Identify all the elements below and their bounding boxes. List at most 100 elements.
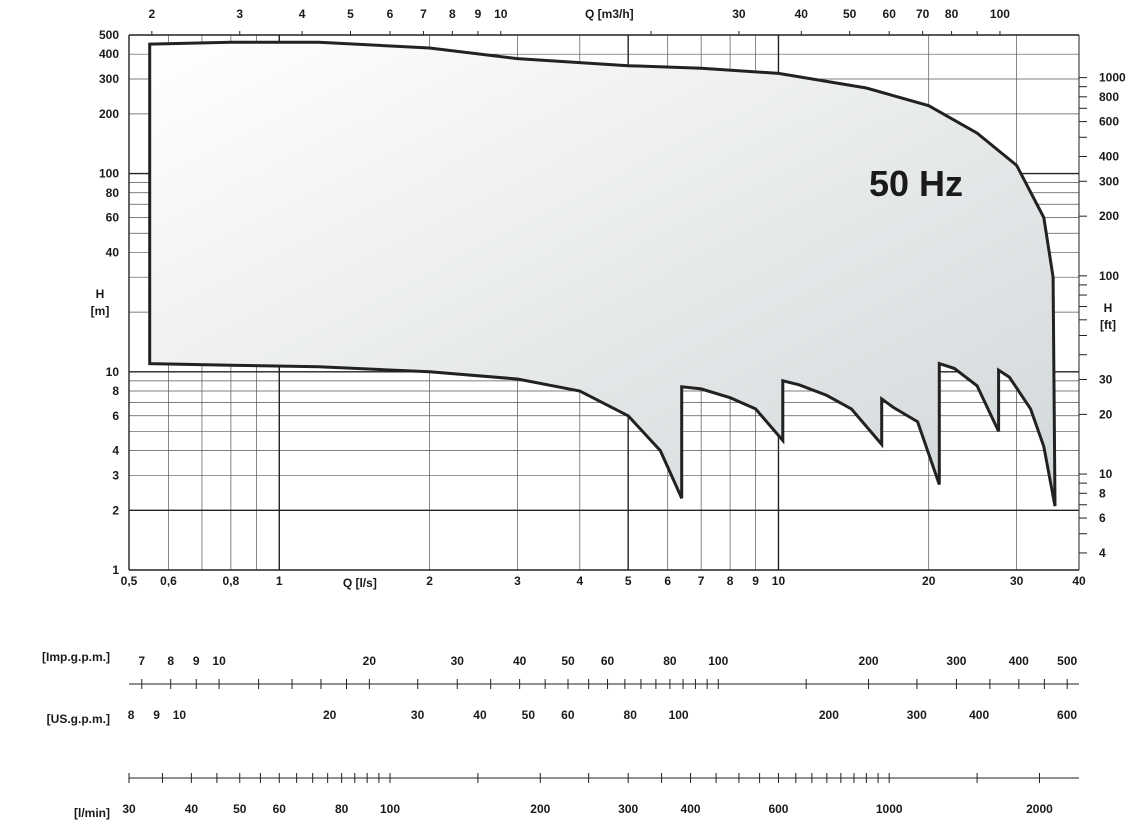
top-tick-label: 9 bbox=[475, 7, 482, 21]
right-tick-label: 4 bbox=[1099, 546, 1106, 560]
x-tick-label: 6 bbox=[664, 574, 671, 588]
right-tick-label: 20 bbox=[1099, 407, 1113, 421]
flow-scale-label: [Imp.g.p.m.] bbox=[42, 650, 110, 664]
flow-scale-tick-label: 50 bbox=[561, 654, 575, 668]
flow-scale-tick-label: 40 bbox=[185, 802, 199, 816]
y-tick-label: 200 bbox=[99, 107, 119, 121]
flow-scale-tick-label: 400 bbox=[681, 802, 701, 816]
right-tick-label: 300 bbox=[1099, 174, 1119, 188]
top-tick-label: 3 bbox=[236, 7, 243, 21]
top-tick-label: 6 bbox=[387, 7, 394, 21]
flow-scale-tick-label: 20 bbox=[323, 708, 337, 722]
y-tick-label: 2 bbox=[112, 503, 119, 517]
flow-scale-tick-label: 300 bbox=[618, 802, 638, 816]
right-tick-label: 1000 bbox=[1099, 71, 1126, 85]
flow-scale-tick-label: 50 bbox=[522, 708, 536, 722]
top-tick-label: 70 bbox=[916, 7, 930, 21]
flow-scale-tick-label: 50 bbox=[233, 802, 247, 816]
flow-scale-tick-label: 20 bbox=[363, 654, 377, 668]
flow-scale-tick-label: 300 bbox=[946, 654, 966, 668]
x-tick-label: 0,8 bbox=[223, 574, 240, 588]
x-tick-label: 10 bbox=[772, 574, 786, 588]
x-tick-label: 20 bbox=[922, 574, 936, 588]
top-tick-label: 60 bbox=[883, 7, 897, 21]
x-tick-label: 0,5 bbox=[121, 574, 138, 588]
top-tick-label: 100 bbox=[990, 7, 1010, 21]
top-tick-label: 5 bbox=[347, 7, 354, 21]
flow-scale-tick-label: 40 bbox=[513, 654, 527, 668]
flow-scale-tick-label: 200 bbox=[530, 802, 550, 816]
top-tick-label: 4 bbox=[299, 7, 306, 21]
right-tick-label: 8 bbox=[1099, 486, 1106, 500]
y-tick-label: 400 bbox=[99, 47, 119, 61]
axes bbox=[128, 31, 1087, 571]
flow-scale-tick-label: 400 bbox=[1009, 654, 1029, 668]
flow-scale-tick-label: 10 bbox=[173, 708, 187, 722]
y-tick-label: 40 bbox=[106, 245, 120, 259]
y-tick-label: 4 bbox=[112, 444, 119, 458]
top-tick-label: 8 bbox=[449, 7, 456, 21]
x-tick-label: 7 bbox=[698, 574, 705, 588]
flow-scale-tick-label: 8 bbox=[167, 654, 174, 668]
x-tick-label: 1 bbox=[276, 574, 283, 588]
flow-scale-tick-label: 80 bbox=[663, 654, 677, 668]
x-tick-label: 9 bbox=[752, 574, 759, 588]
flow-scale-tick-label: 600 bbox=[1057, 708, 1077, 722]
chart-title: 50 Hz bbox=[869, 163, 963, 204]
performance-area bbox=[148, 40, 1057, 507]
x-tick-label: 3 bbox=[514, 574, 521, 588]
right-tick-label: 200 bbox=[1099, 209, 1119, 223]
flow-scale-tick-label: 80 bbox=[624, 708, 638, 722]
x-tick-label: 4 bbox=[576, 574, 583, 588]
flow-scale-tick-label: 600 bbox=[768, 802, 788, 816]
top-axis-label: Q [m3/h] bbox=[585, 7, 634, 21]
top-tick-label: 30 bbox=[732, 7, 746, 21]
flow-scale-tick-label: 100 bbox=[708, 654, 728, 668]
flow-scale-tick-label: 9 bbox=[193, 654, 200, 668]
flow-scale-tick-label: 9 bbox=[153, 708, 160, 722]
x-tick-label: 30 bbox=[1010, 574, 1024, 588]
flow-scale-tick-label: 60 bbox=[273, 802, 287, 816]
flow-scale-tick-label: 30 bbox=[411, 708, 425, 722]
flow-scale-tick-label: 60 bbox=[561, 708, 575, 722]
flow-scale-tick-label: 30 bbox=[122, 802, 136, 816]
y-tick-label: 8 bbox=[112, 384, 119, 398]
y-tick-label: 10 bbox=[106, 365, 120, 379]
flow-scales: [Imp.g.p.m.] 7 8 9 10 20 30 40 50 60 80 100 200 300 40… bbox=[42, 650, 1079, 820]
y-tick-label: 3 bbox=[112, 468, 119, 482]
right-tick-label: 30 bbox=[1099, 372, 1113, 386]
flow-scale-tick-label: 1000 bbox=[876, 802, 903, 816]
axis-labels: 0,5 0,6 0,8 1 2 3 4 5 6 7 8 9 10 20 30 40 1 2 3 4 6 8 10 40 60 80… bbox=[91, 7, 1126, 590]
right-tick-label: 400 bbox=[1099, 149, 1119, 163]
x-tick-label: 40 bbox=[1072, 574, 1086, 588]
x-tick-label: 2 bbox=[426, 574, 433, 588]
y-tick-label: 6 bbox=[112, 409, 119, 423]
flow-scale-tick-label: 30 bbox=[451, 654, 465, 668]
top-tick-label: 10 bbox=[494, 7, 508, 21]
flow-scale-tick-label: 100 bbox=[669, 708, 689, 722]
y-tick-label: 60 bbox=[106, 211, 120, 225]
flow-scale-tick-label: 300 bbox=[907, 708, 927, 722]
y-tick-label: 500 bbox=[99, 28, 119, 42]
flow-scale-tick-label: 40 bbox=[473, 708, 487, 722]
right-tick-label: 100 bbox=[1099, 269, 1119, 283]
right-tick-label: 600 bbox=[1099, 115, 1119, 129]
flow-scale-tick-label: 2000 bbox=[1026, 802, 1053, 816]
flow-scale-tick-label: 500 bbox=[1057, 654, 1077, 668]
flow-scale-tick-label: 200 bbox=[859, 654, 879, 668]
flow-scale-tick-label: 80 bbox=[335, 802, 349, 816]
y-tick-label: 80 bbox=[106, 186, 120, 200]
right-tick-label: 800 bbox=[1099, 90, 1119, 104]
y-tick-label: 1 bbox=[112, 563, 119, 577]
flow-scale-tick-label: 100 bbox=[380, 802, 400, 816]
flow-scale-label: [l/min] bbox=[74, 806, 110, 820]
x-axis-label: Q [l/s] bbox=[343, 576, 377, 590]
x-tick-label: 0,6 bbox=[160, 574, 177, 588]
top-tick-label: 80 bbox=[945, 7, 959, 21]
top-tick-label: 50 bbox=[843, 7, 857, 21]
top-tick-label: 2 bbox=[148, 7, 155, 21]
flow-scale-label: [US.g.p.m.] bbox=[47, 712, 110, 726]
flow-scale-tick-label: 8 bbox=[128, 708, 135, 722]
flow-scale-tick-label: 10 bbox=[212, 654, 226, 668]
